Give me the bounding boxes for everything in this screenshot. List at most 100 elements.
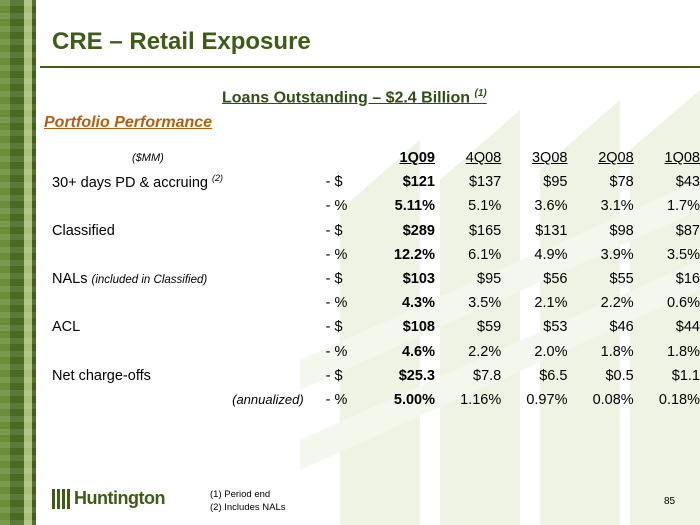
row-label-text: NALs bbox=[52, 271, 92, 288]
cell-value: 4.9% bbox=[534, 246, 568, 263]
column-header: 1Q08 bbox=[664, 150, 700, 167]
subtitle-text: Loans Outstanding – $2.4 Billion bbox=[222, 89, 475, 107]
cell-value: 3.6% bbox=[534, 198, 568, 215]
left-band-dark bbox=[10, 0, 24, 525]
cell-value: 5.11% bbox=[394, 198, 435, 215]
cell-value: $131 bbox=[535, 222, 568, 239]
column-header: 3Q08 bbox=[531, 150, 568, 167]
cell-value: 12.2% bbox=[393, 246, 435, 263]
cell-value: $59 bbox=[477, 319, 502, 336]
cell-value: $78 bbox=[609, 174, 634, 191]
row-label: Net charge-offs bbox=[52, 367, 151, 384]
page-number: 85 bbox=[664, 496, 676, 507]
table-row: - % 12.2% 6.1% 4.9% 3.9% 3.5% bbox=[52, 243, 700, 267]
table-row: Classified - $ $289 $165 $131 $98 $87 bbox=[52, 219, 700, 243]
left-band-edge bbox=[32, 0, 36, 525]
cell-value: $53 bbox=[543, 319, 568, 336]
row-label bbox=[52, 340, 312, 364]
row-label-text: 30+ days PD & accruing bbox=[52, 175, 212, 192]
left-band-stripes bbox=[0, 0, 36, 525]
cell-value: $165 bbox=[468, 222, 502, 239]
cell-value: $55 bbox=[609, 271, 634, 288]
cell-value: 3.9% bbox=[600, 246, 634, 263]
row-unit: - % bbox=[325, 343, 348, 360]
row-unit: - $ bbox=[325, 174, 343, 191]
cell-value: 3.1% bbox=[600, 198, 634, 215]
portfolio-performance-table: ($MM) 1Q09 4Q08 3Q08 2Q08 1Q08 30+ days … bbox=[52, 146, 700, 412]
row-label: Classified bbox=[52, 222, 115, 239]
table-header-row: ($MM) 1Q09 4Q08 3Q08 2Q08 1Q08 bbox=[52, 146, 700, 170]
cell-value: 0.18% bbox=[658, 391, 700, 408]
logo-text: Huntington bbox=[74, 488, 165, 508]
cell-value: 0.08% bbox=[592, 391, 634, 408]
row-unit: - $ bbox=[325, 367, 343, 384]
loans-subtitle: Loans Outstanding – $2.4 Billion (1) bbox=[222, 88, 487, 107]
row-unit: - % bbox=[325, 391, 348, 408]
cell-value: 4.6% bbox=[401, 343, 435, 360]
cell-value: 3.5% bbox=[666, 246, 700, 263]
left-band-pale bbox=[24, 0, 32, 525]
cell-value: $137 bbox=[468, 174, 502, 191]
row-label bbox=[52, 243, 312, 267]
footnote: (1) Period end bbox=[210, 489, 271, 500]
cell-value: 4.3% bbox=[401, 295, 435, 312]
cell-value: 1.8% bbox=[666, 343, 700, 360]
row-unit: - $ bbox=[325, 222, 343, 239]
cell-value: $25.3 bbox=[398, 367, 435, 384]
cell-value: 6.1% bbox=[468, 246, 502, 263]
row-unit: - % bbox=[325, 295, 348, 312]
background-watermark bbox=[300, 90, 700, 525]
cell-value: 0.6% bbox=[666, 295, 700, 312]
cell-value: 2.2% bbox=[468, 343, 502, 360]
table-row: 30+ days PD & accruing (2) - $ $121 $137… bbox=[52, 170, 700, 194]
cell-value: $43 bbox=[675, 174, 700, 191]
subtitle-footnote-ref: (1) bbox=[474, 88, 487, 99]
row-label bbox=[52, 291, 312, 315]
row-label: (annualized) bbox=[232, 392, 304, 408]
cell-value: $1.1 bbox=[671, 367, 700, 384]
cell-value: $56 bbox=[543, 271, 568, 288]
cell-value: 2.2% bbox=[600, 295, 634, 312]
cell-value: 5.1% bbox=[468, 198, 502, 215]
huntington-logo: Huntington bbox=[52, 488, 165, 509]
table-row: ACL - $ $108 $59 $53 $46 $44 bbox=[52, 315, 700, 339]
cell-value: 2.1% bbox=[534, 295, 568, 312]
cell-value: 2.0% bbox=[534, 343, 568, 360]
section-title: Portfolio Performance bbox=[44, 114, 213, 131]
row-label-footnote: (2) bbox=[212, 173, 223, 184]
units-label: ($MM) bbox=[132, 152, 164, 165]
table-row: - % 5.11% 5.1% 3.6% 3.1% 1.7% bbox=[52, 194, 700, 218]
table-row: Net charge-offs - $ $25.3 $7.8 $6.5 $0.5… bbox=[52, 364, 700, 388]
page-title: CRE – Retail Exposure bbox=[52, 28, 311, 55]
row-unit: - % bbox=[325, 246, 348, 263]
cell-value: $87 bbox=[675, 222, 700, 239]
cell-value: $7.8 bbox=[473, 367, 502, 384]
cell-value: 1.16% bbox=[460, 391, 502, 408]
cell-value: $95 bbox=[543, 174, 568, 191]
column-header: 1Q09 bbox=[399, 150, 435, 167]
cell-value: $121 bbox=[402, 174, 435, 191]
footnote: (2) Includes NALs bbox=[210, 502, 286, 513]
table-row: NALs (included in Classified) - $ $103 $… bbox=[52, 267, 700, 291]
table-row: (annualized) - % 5.00% 1.16% 0.97% 0.08%… bbox=[52, 388, 700, 412]
cell-value: $6.5 bbox=[539, 367, 568, 384]
left-band-light bbox=[0, 0, 10, 525]
row-label: ACL bbox=[52, 319, 81, 336]
footnotes: (1) Period end (2) Includes NALs bbox=[210, 488, 286, 514]
title-divider bbox=[40, 66, 700, 68]
row-label: NALs (included in Classified) bbox=[52, 267, 312, 291]
cell-value: 3.5% bbox=[468, 295, 502, 312]
cell-value: 1.8% bbox=[600, 343, 634, 360]
row-label: 30+ days PD & accruing (2) bbox=[52, 170, 312, 194]
row-label-note: (included in Classified) bbox=[91, 274, 208, 287]
table-row: - % 4.6% 2.2% 2.0% 1.8% 1.8% bbox=[52, 340, 700, 364]
cell-value: 0.97% bbox=[526, 391, 568, 408]
row-unit: - $ bbox=[325, 271, 343, 288]
column-header: 4Q08 bbox=[465, 150, 502, 167]
column-header: 2Q08 bbox=[598, 150, 634, 167]
cell-value: $103 bbox=[402, 271, 435, 288]
cell-value: $108 bbox=[402, 319, 435, 336]
cell-value: $95 bbox=[477, 271, 502, 288]
cell-value: $16 bbox=[675, 271, 700, 288]
cell-value: $44 bbox=[675, 319, 700, 336]
